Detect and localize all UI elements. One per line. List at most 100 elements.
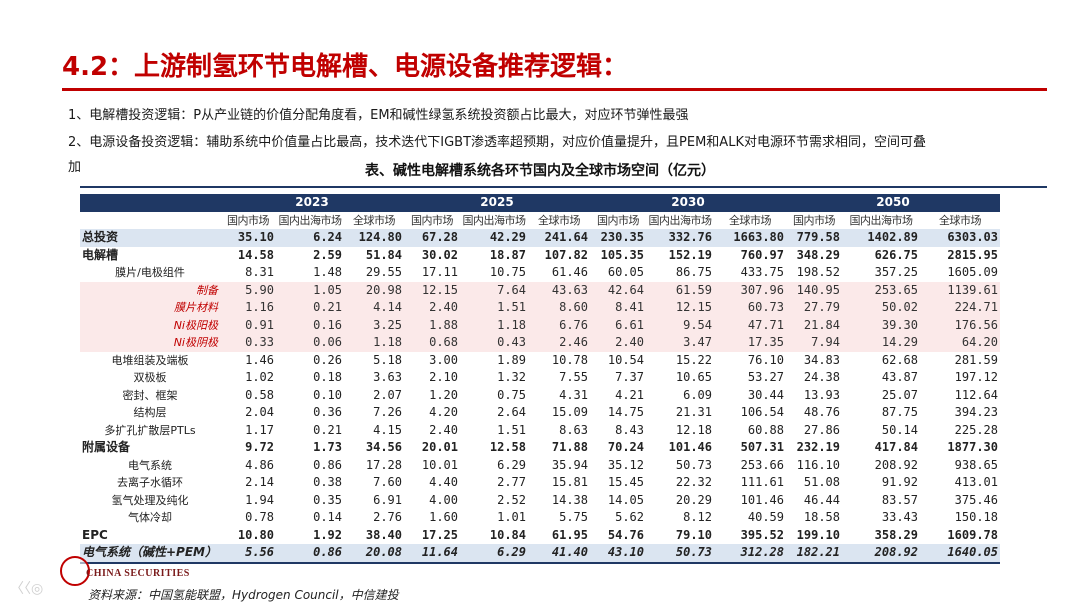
table-row: 总投资 35.10 6.24 124.80 67.28 42.29 241.64 230.35… [80,229,1000,247]
value-cell: 10.65 [675,370,712,385]
value-cell: 2.40 [429,422,458,437]
value-cell: 76.10 [747,352,784,367]
value-cell: 35.12 [607,457,644,472]
value-cell: 0.21 [313,422,342,437]
value-cell: 10.54 [607,352,644,367]
table-row: 膜片/电极组件 8.31 1.48 29.55 17.11 10.75 61.46 60.05… [80,264,1000,282]
row-label: EPC [82,527,108,542]
value-cell: 29.55 [365,265,402,280]
row-label: 膜片材料 [80,299,220,317]
value-cell: 5.18 [373,352,402,367]
value-cell: 48.76 [803,405,840,420]
value-cell: 6.76 [528,316,590,334]
row-label: 制备 [80,281,220,299]
row-label: Ni极阳极 [80,316,220,334]
value-cell: 38.40 [365,527,402,542]
value-cell: 394.23 [954,405,998,420]
value-cell: 1.01 [497,510,526,525]
value-cell: 10.75 [489,265,526,280]
value-cell: 7.64 [460,281,528,299]
sub-header: 全球市场 [939,213,982,227]
value-cell: 17.25 [421,527,458,542]
value-cell: 105.35 [600,247,644,262]
row-label: 密封、框架 [122,388,178,402]
value-cell: 358.29 [874,527,918,542]
title-underline [62,88,1047,91]
value-cell: 208.92 [874,457,918,472]
value-cell: 199.10 [796,527,840,542]
value-cell: 3.63 [373,370,402,385]
value-cell: 6.61 [590,316,646,334]
value-cell: 27.79 [786,299,842,317]
value-cell: 86.75 [675,265,712,280]
value-cell: 7.26 [373,405,402,420]
table-row: 去离子水循环 2.14 0.38 7.60 4.40 2.77 15.81 15.45 22.3… [80,474,1000,492]
value-cell: 43.10 [590,544,646,564]
table-caption: 表、碱性电解槽系统各环节国内及全球市场空间（亿元） [365,163,715,179]
value-cell: 12.15 [404,281,460,299]
value-cell: 54.76 [607,527,644,542]
table-body: 总投资 35.10 6.24 124.80 67.28 42.29 241.64 230.35… [80,229,1000,564]
value-cell: 10.01 [421,457,458,472]
value-cell: 124.80 [344,229,404,247]
value-cell: 101.46 [740,492,784,507]
sub-header: 国内市场 [411,213,454,227]
value-cell: 0.68 [404,334,460,352]
value-cell: 10.80 [237,527,274,542]
sub-header: 全球市场 [729,213,772,227]
sub-header-row: 国内市场 国内出海市场 全球市场 国内市场 国内出海市场 全球市场 国内市场 国内出海市场 全球… [80,212,1000,230]
value-cell: 0.10 [313,387,342,402]
value-cell: 8.12 [683,510,712,525]
table-row: Ni极阴极 0.33 0.06 1.18 0.68 0.43 2.46 2.40 3.47 17.… [80,334,1000,352]
table-row: 附属设备 9.72 1.73 34.56 20.01 12.58 71.88 70.24 101… [80,439,1000,457]
table-row: 膜片材料 1.16 0.21 4.14 2.40 1.51 8.60 8.41 12.15 60.… [80,299,1000,317]
value-cell: 14.75 [607,405,644,420]
value-cell: 0.33 [220,334,276,352]
table-row: 结构层 2.04 0.36 7.26 4.20 2.64 15.09 14.75 21.31 10… [80,404,1000,422]
value-cell: 375.46 [954,492,998,507]
value-cell: 357.25 [874,265,918,280]
value-cell: 150.18 [954,510,998,525]
table-row: 电气系统 4.86 0.86 17.28 10.01 6.29 35.94 35.12 50.7… [80,457,1000,475]
value-cell: 7.60 [373,475,402,490]
row-label: 电堆组装及端板 [111,353,189,367]
value-cell: 6.29 [497,457,526,472]
value-cell: 35.94 [551,457,588,472]
value-cell: 4.15 [373,422,402,437]
value-cell: 40.59 [747,510,784,525]
row-label: 电气系统 [128,458,172,472]
header-blank [80,212,220,230]
value-cell: 0.21 [276,299,344,317]
value-cell: 8.60 [528,299,590,317]
value-cell: 253.66 [740,457,784,472]
value-cell: 197.12 [954,370,998,385]
value-cell: 18.58 [803,510,840,525]
value-cell: 2.07 [373,387,402,402]
value-cell: 5.75 [559,510,588,525]
sub-header: 国内出海市场 [278,213,343,227]
value-cell: 34.83 [803,352,840,367]
value-cell: 20.08 [344,544,404,564]
value-cell: 17.11 [421,265,458,280]
watermark-icon: 〈〈◎ [10,581,44,597]
value-cell: 224.71 [920,299,1000,317]
value-cell: 2.76 [373,510,402,525]
value-cell: 46.44 [803,492,840,507]
value-cell: 20.29 [675,492,712,507]
value-cell: 14.58 [237,247,274,262]
value-cell: 9.54 [646,316,714,334]
value-cell: 0.18 [313,370,342,385]
row-label: 膜片/电极组件 [115,266,185,280]
value-cell: 0.75 [497,387,526,402]
value-cell: 1663.80 [714,229,786,247]
value-cell: 2.04 [245,405,274,420]
value-cell: 1.02 [245,370,274,385]
value-cell: 42.29 [460,229,528,247]
value-cell: 43.63 [528,281,590,299]
sub-header: 国内出海市场 [648,213,713,227]
value-cell: 12.18 [675,422,712,437]
value-cell: 6.24 [276,229,344,247]
value-cell: 22.32 [675,475,712,490]
value-cell: 7.94 [786,334,842,352]
bullet-2: 2、电源设备投资逻辑：辅助系统中价值量占比最高，技术迭代下IGBT渗透率超预期，… [68,135,926,150]
